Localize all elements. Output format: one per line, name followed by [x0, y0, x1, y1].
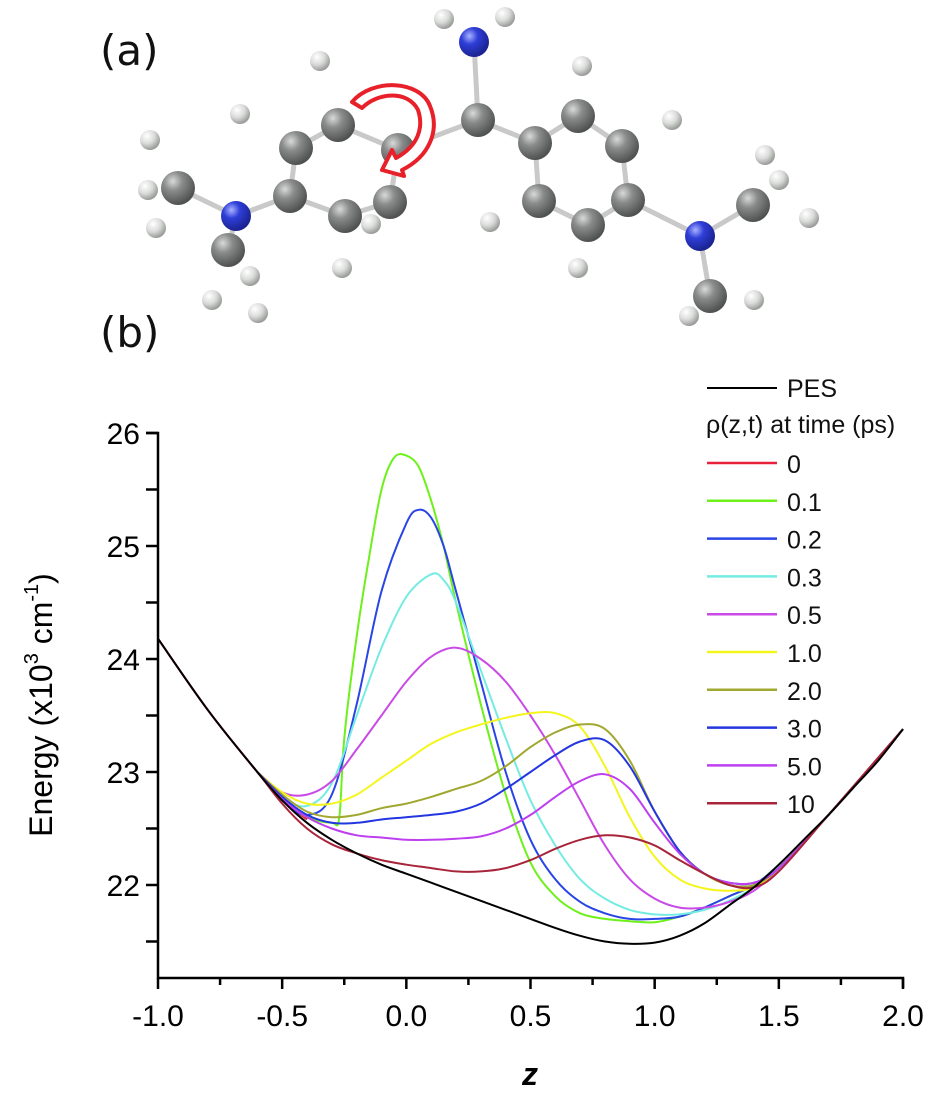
carbon-atom-icon — [161, 171, 195, 205]
legend-label: 1.0 — [787, 640, 822, 668]
carbon-atom-icon — [611, 183, 645, 217]
hydrogen-atom-icon — [230, 104, 250, 124]
legend-label: 10 — [787, 791, 815, 819]
carbon-atom-icon — [561, 99, 595, 133]
panel-a-label: (a) — [100, 26, 159, 75]
series-line-5-0 — [256, 728, 904, 886]
series-line-0-2 — [256, 508, 904, 921]
legend-label: 0 — [787, 451, 801, 479]
carbon-atom-icon — [373, 185, 407, 219]
series-line-1-0 — [256, 711, 904, 892]
hydrogen-atom-icon — [495, 7, 515, 27]
hydrogen-atom-icon — [744, 290, 764, 310]
hydrogen-atom-icon — [361, 214, 381, 234]
series-line-10 — [157, 638, 904, 890]
chart-legend: PES ρ(z,t) at time (ps) 0 0.1 0.2 0.3 0.5 1.0 2.… — [706, 375, 895, 819]
nitrogen-atom-icon — [685, 221, 715, 251]
carbon-atom-icon — [522, 184, 556, 218]
nitrogen-atom-icon — [459, 27, 489, 57]
hydrogen-atom-icon — [140, 130, 160, 150]
hydrogen-atom-icon — [248, 303, 268, 323]
hydrogen-atom-icon — [332, 258, 352, 278]
chart-series-lines — [157, 453, 904, 945]
hydrogen-atom-icon — [568, 258, 588, 278]
carbon-atom-icon — [693, 279, 727, 313]
svg-text:Energy (x103 cm-1): Energy (x103 cm-1) — [21, 573, 59, 837]
legend-label: 2.0 — [787, 678, 822, 706]
rotation-arrow-icon — [350, 83, 436, 178]
legend-header: ρ(z,t) at time (ps) — [706, 411, 895, 439]
x-tick-label: 0.0 — [385, 1000, 427, 1033]
carbon-atom-icon — [571, 208, 605, 242]
legend-label: 0.3 — [787, 564, 822, 592]
hydrogen-atom-icon — [146, 218, 166, 238]
y-axis-title: Energy (x103 cm-1) — [21, 573, 59, 837]
carbon-atom-icon — [461, 103, 495, 137]
carbon-atom-icon — [736, 188, 770, 222]
nitrogen-atom-icon — [221, 201, 251, 231]
x-tick-label: 1.5 — [758, 1000, 800, 1033]
hydrogen-atom-icon — [769, 170, 789, 190]
x-tick-label: 0.5 — [510, 1000, 552, 1033]
legend-label: 0.1 — [787, 489, 822, 517]
hydrogen-atom-icon — [572, 56, 592, 76]
x-axis-title: z — [521, 1056, 538, 1092]
hydrogen-atom-icon — [202, 290, 222, 310]
chart-tick-labels: -1.0 -0.5 0.0 0.5 1.0 1.5 2.0 22 23 24 25 26 — [107, 418, 924, 1033]
legend-label: 5.0 — [787, 753, 822, 781]
x-tick-label: -1.0 — [132, 1000, 184, 1033]
chart-axes — [146, 431, 905, 989]
panel-b-label: (b) — [100, 308, 160, 357]
legend-label: 3.0 — [787, 716, 822, 744]
hydrogen-atom-icon — [240, 266, 260, 286]
y-tick-label: 25 — [107, 531, 140, 564]
carbon-atom-icon — [321, 108, 355, 142]
y-tick-label: 23 — [107, 757, 140, 790]
legend-label: 0.2 — [787, 527, 822, 555]
series-line-0-3 — [256, 572, 904, 916]
hydrogen-atom-icon — [755, 145, 775, 165]
hydrogen-atom-icon — [434, 9, 454, 29]
legend-label: 0.5 — [787, 602, 822, 630]
x-tick-label: 1.0 — [634, 1000, 676, 1033]
hydrogen-atom-icon — [679, 306, 699, 326]
carbon-atom-icon — [328, 199, 362, 233]
y-tick-label: 24 — [107, 644, 140, 677]
carbon-atom-icon — [273, 179, 307, 213]
y-tick-label: 26 — [107, 418, 140, 451]
molecule-structure-illustration — [138, 7, 819, 326]
carbon-atom-icon — [518, 126, 552, 160]
molecule-atoms — [138, 7, 819, 326]
hydrogen-atom-icon — [662, 110, 682, 130]
x-tick-label: 2.0 — [882, 1000, 924, 1033]
carbon-atom-icon — [605, 129, 639, 163]
carbon-atom-icon — [211, 233, 245, 267]
hydrogen-atom-icon — [799, 208, 819, 228]
hydrogen-atom-icon — [480, 212, 500, 232]
series-line-PES — [157, 638, 904, 945]
carbon-atom-icon — [279, 131, 313, 165]
hydrogen-atom-icon — [138, 180, 158, 200]
hydrogen-atom-icon — [310, 51, 330, 71]
y-tick-label: 22 — [107, 870, 140, 903]
x-tick-label: -0.5 — [256, 1000, 308, 1033]
legend-label: PES — [787, 375, 837, 403]
